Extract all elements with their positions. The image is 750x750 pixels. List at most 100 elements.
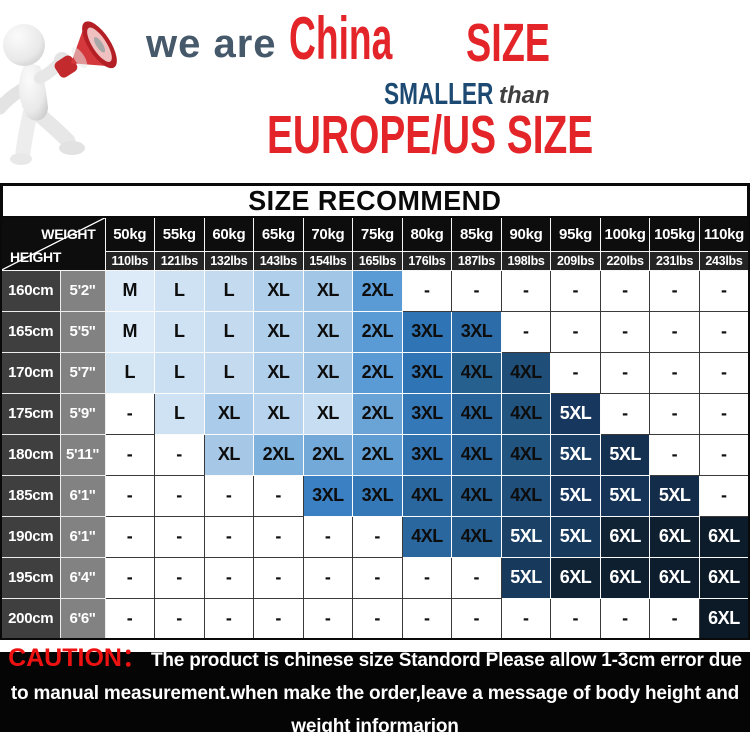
table-row: 180cm 5'11'' - - XL 2XL 2XL 2XL 3XL 4XL 4XL 5XL 5XL -…	[0, 433, 750, 476]
size-cell-empty: -	[253, 597, 304, 640]
weight-kg-header: 80kg	[401, 216, 453, 252]
table-row: 160cm 5'2'' M L L XL XL 2XL - - - - - - -	[0, 269, 750, 312]
size-cell-empty: -	[599, 597, 651, 640]
caution-box: CAUTION： The product is chinese size Stan…	[0, 644, 750, 737]
size-cell-empty: -	[154, 556, 205, 599]
size-cell: 4XL	[500, 474, 552, 517]
size-cell-empty: -	[253, 515, 304, 558]
weight-kg-header: 55kg	[154, 216, 205, 252]
size-cell-empty: -	[302, 515, 354, 558]
weight-kg-header: 105kg	[649, 216, 700, 252]
height-cm-label: 190cm	[0, 515, 61, 558]
size-cell: 3XL	[451, 310, 502, 353]
size-cell-empty: -	[550, 269, 601, 312]
size-cell-empty: -	[599, 269, 651, 312]
size-recommend-title: SIZE RECOMMEND	[248, 185, 502, 216]
weight-lbs-header: 165lbs	[352, 250, 403, 271]
size-cell-empty: -	[500, 597, 552, 640]
banner-smaller: SMALLER	[384, 76, 494, 111]
size-cell-empty: -	[500, 310, 552, 353]
weight-kg-header: 70kg	[302, 216, 354, 252]
size-cell-empty: -	[649, 351, 700, 394]
size-cell: 2XL	[352, 310, 403, 353]
size-cell: L	[154, 351, 205, 394]
size-cell: 3XL	[352, 474, 403, 517]
size-cell: 5XL	[599, 474, 651, 517]
size-cell: 6XL	[698, 515, 750, 558]
height-cm-label: 195cm	[0, 556, 61, 599]
table-row: 200cm 6'6'' - - - - - - - - - - - -6XL	[0, 597, 750, 640]
weight-kg-header: 100kg	[599, 216, 651, 252]
size-table: WEIGHT HEIGHT 50kg 55kg 60kg 65kg 70kg 75kg 80…	[0, 216, 750, 640]
size-cell: 5XL	[550, 433, 601, 476]
size-cell-empty: -	[401, 269, 453, 312]
weight-lbs-header: 243lbs	[698, 250, 750, 271]
size-cell: 6XL	[698, 556, 750, 599]
height-ft-label: 6'1''	[59, 474, 106, 517]
size-cell: 4XL	[500, 351, 552, 394]
size-cell: 3XL	[401, 310, 453, 353]
height-cm-label: 175cm	[0, 392, 61, 435]
size-cell-empty: -	[352, 515, 403, 558]
height-cm-label: 180cm	[0, 433, 61, 476]
size-cell-empty: -	[500, 269, 552, 312]
size-cell-empty: -	[649, 433, 700, 476]
height-ft-label: 5'9''	[59, 392, 106, 435]
size-cell: XL	[203, 433, 255, 476]
size-cell: XL	[253, 310, 304, 353]
table-row: 190cm 6'1'' - - - - - -4XL 4XL 5XL 5XL 6XL 6XL 6XL	[0, 515, 750, 558]
size-cell: XL	[302, 351, 354, 394]
size-cell-empty: -	[649, 269, 700, 312]
size-cell: L	[154, 269, 205, 312]
size-cell-empty: -	[203, 556, 255, 599]
size-cell: 2XL	[302, 433, 354, 476]
weight-kg-header: 95kg	[550, 216, 601, 252]
top-banner: we are China SIZE SMALLER than EUROPE/US…	[0, 0, 750, 183]
size-cell: 2XL	[352, 351, 403, 394]
height-ft-label: 5'7''	[59, 351, 106, 394]
size-cell-empty: -	[698, 433, 750, 476]
size-cell: 6XL	[550, 556, 601, 599]
size-cell: 6XL	[698, 597, 750, 640]
size-cell-empty: -	[550, 310, 601, 353]
size-cell: L	[203, 351, 255, 394]
size-cell: 5XL	[599, 433, 651, 476]
weight-kg-row: WEIGHT HEIGHT 50kg 55kg 60kg 65kg 70kg 75kg 80…	[0, 216, 750, 271]
size-cell: 5XL	[550, 515, 601, 558]
size-cell: XL	[302, 269, 354, 312]
size-cell-empty: -	[451, 597, 502, 640]
weight-kg-header: 50kg	[104, 216, 156, 252]
size-cell-empty: -	[649, 310, 700, 353]
size-cell-empty: -	[253, 556, 304, 599]
banner-than: than	[499, 82, 550, 109]
height-ft-label: 6'1''	[59, 515, 106, 558]
size-cell-empty: -	[649, 597, 700, 640]
table-row: 185cm 6'1'' - - - -3XL 3XL 4XL 4XL 4XL 5XL 5XL 5XL -	[0, 474, 750, 517]
size-cell: L	[154, 392, 205, 435]
size-cell: 5XL	[500, 556, 552, 599]
weight-lbs-header: 121lbs	[154, 250, 205, 271]
banner-size-word: SIZE	[466, 13, 551, 73]
weight-lbs-header: 143lbs	[253, 250, 304, 271]
size-cell-empty: -	[698, 392, 750, 435]
size-cell: 4XL	[401, 515, 453, 558]
size-cell: XL	[302, 392, 354, 435]
size-cell-empty: -	[599, 392, 651, 435]
size-cell: M	[104, 310, 156, 353]
weight-lbs-header: 220lbs	[599, 250, 651, 271]
size-recommend-title-bar: SIZE RECOMMEND	[0, 183, 750, 216]
size-cell: XL	[253, 392, 304, 435]
size-cell-empty: -	[104, 556, 156, 599]
table-row: 175cm 5'9'' - L XL XL XL 2XL 3XL 4XL 4XL 5XL - - -	[0, 392, 750, 435]
corner-height-label: HEIGHT	[10, 248, 62, 265]
caution-paragraph: CAUTION： The product is chinese size Stan…	[6, 642, 744, 743]
weight-lbs-header: 187lbs	[451, 250, 502, 271]
height-cm-label: 160cm	[0, 269, 61, 312]
size-cell-empty: -	[451, 269, 502, 312]
height-ft-label: 5'5''	[59, 310, 106, 353]
table-row: 195cm 6'4'' - - - - - - - -5XL 6XL 6XL 6XL 6XL	[0, 556, 750, 599]
size-cell-empty: -	[352, 556, 403, 599]
caution-label: CAUTION：	[8, 643, 147, 672]
size-cell: XL	[253, 351, 304, 394]
size-cell: 6XL	[649, 515, 700, 558]
